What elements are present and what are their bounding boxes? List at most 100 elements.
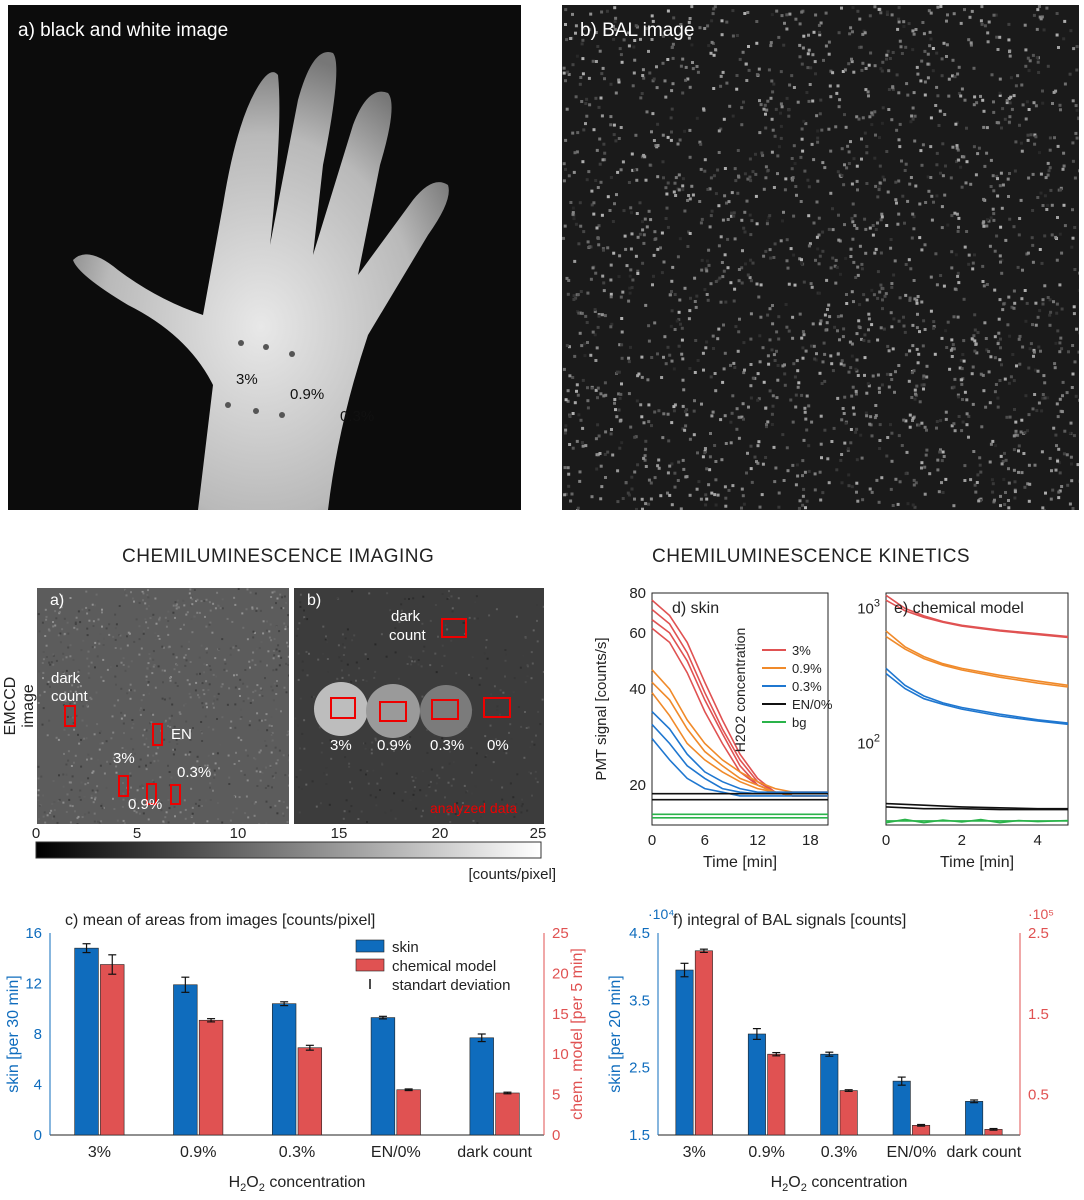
noise-pixel [240, 770, 243, 773]
noise-pixel [904, 419, 908, 423]
noise-pixel [782, 210, 785, 214]
noise-pixel [168, 807, 171, 810]
noise-pixel [944, 164, 947, 168]
noise-pixel [284, 625, 287, 628]
noise-pixel [69, 702, 72, 705]
noise-pixel [908, 425, 912, 429]
noise-pixel [780, 105, 784, 109]
noise-pixel [935, 420, 939, 423]
noise-pixel [238, 760, 241, 762]
noise-pixel [580, 100, 584, 103]
noise-pixel [749, 363, 753, 366]
noise-pixel [737, 436, 741, 440]
noise-pixel [660, 376, 664, 379]
noise-pixel [151, 672, 154, 675]
noise-pixel [101, 608, 103, 611]
noise-pixel [42, 794, 45, 797]
noise-pixel [394, 618, 397, 621]
noise-pixel [251, 606, 254, 609]
noise-pixel [571, 412, 575, 415]
noise-pixel [594, 388, 598, 392]
noise-pixel [145, 678, 148, 681]
noise-pixel [754, 152, 757, 156]
noise-pixel [956, 315, 960, 319]
noise-pixel [589, 277, 593, 281]
roi-3-a [118, 775, 129, 797]
noise-pixel [208, 715, 211, 718]
noise-pixel [441, 737, 444, 740]
noise-pixel [970, 9, 974, 13]
noise-pixel [836, 84, 840, 88]
noise-pixel [259, 749, 262, 752]
noise-pixel [974, 342, 978, 346]
noise-pixel [628, 286, 632, 290]
noise-pixel [121, 805, 124, 808]
noise-pixel [878, 390, 881, 394]
noise-pixel [322, 625, 325, 628]
noise-pixel [965, 126, 968, 130]
noise-pixel [1044, 491, 1047, 495]
noise-pixel [991, 174, 995, 178]
noise-pixel [476, 617, 479, 620]
noise-pixel [740, 106, 744, 110]
noise-pixel [101, 807, 104, 810]
noise-pixel [816, 140, 820, 144]
noise-pixel [851, 202, 855, 206]
noise-pixel [875, 478, 879, 482]
noise-pixel [519, 666, 522, 669]
noise-pixel [861, 32, 865, 36]
noise-pixel [142, 599, 144, 602]
noise-pixel [160, 809, 163, 812]
noise-pixel [948, 367, 952, 371]
noise-pixel [1047, 169, 1051, 173]
noise-pixel [515, 615, 518, 618]
noise-pixel [993, 498, 996, 502]
noise-pixel [647, 420, 651, 424]
noise-pixel [676, 142, 680, 146]
noise-pixel [217, 692, 220, 695]
noise-pixel [698, 140, 702, 144]
noise-pixel [767, 68, 771, 72]
y-tick-label: 20 [629, 777, 646, 794]
noise-pixel [203, 693, 206, 696]
noise-pixel [322, 652, 324, 655]
noise-pixel [180, 645, 183, 648]
noise-pixel [863, 131, 867, 135]
noise-pixel [950, 338, 954, 342]
noise-pixel [818, 33, 822, 37]
noise-pixel [228, 776, 231, 779]
noise-pixel [902, 324, 906, 328]
noise-pixel [208, 768, 211, 771]
x-axis-label: H2O2 concentration [229, 1174, 366, 1194]
noise-pixel [604, 393, 608, 397]
noise-pixel [521, 803, 524, 806]
noise-pixel [46, 734, 49, 737]
noise-pixel [218, 648, 221, 650]
noise-pixel [656, 464, 660, 468]
noise-pixel [212, 673, 215, 676]
noise-pixel [686, 199, 690, 202]
noise-pixel [585, 97, 589, 101]
noise-pixel [1007, 295, 1011, 299]
noise-pixel [842, 412, 846, 415]
noise-pixel [252, 630, 255, 633]
noise-pixel [129, 774, 132, 777]
noise-pixel [627, 181, 631, 184]
noise-pixel [847, 370, 851, 374]
noise-pixel [172, 748, 175, 751]
noise-pixel [723, 253, 727, 257]
hand-label-09: 0.9% [290, 386, 325, 403]
noise-pixel [76, 628, 79, 631]
noise-pixel [130, 737, 133, 740]
noise-pixel [640, 415, 644, 419]
noise-pixel [201, 805, 203, 807]
noise-pixel [897, 17, 901, 21]
noise-pixel [349, 781, 352, 784]
noise-pixel [784, 303, 788, 306]
noise-pixel [747, 405, 750, 409]
noise-pixel [904, 353, 908, 357]
noise-pixel [1038, 309, 1042, 313]
noise-pixel [615, 415, 619, 419]
noise-pixel [45, 656, 48, 658]
